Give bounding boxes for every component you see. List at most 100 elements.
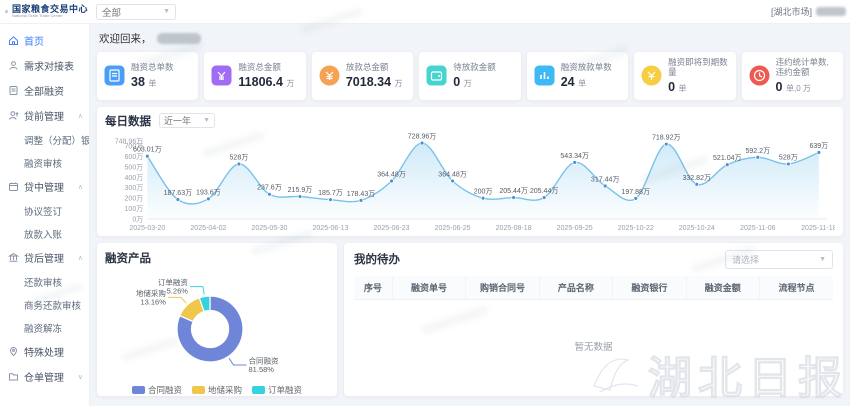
svg-text:2025-06-25: 2025-06-25 <box>435 225 471 232</box>
sidebar-item-2[interactable]: 全部融资 <box>0 78 89 103</box>
donut-legend: 合同融资 地储采购 订单融资 <box>105 384 329 396</box>
stat-card-2: 放款总金额 7018.34 万 <box>311 52 414 100</box>
main-content: 欢迎回来， 融资总单数 38 单 融资总金额 11806.4 万 放款总金额 7018.3… <box>90 24 850 406</box>
clock-icon <box>749 65 770 86</box>
coin-icon <box>319 65 340 86</box>
stat-card-6: 违约统计单数,违约金额 0 单,0 万 <box>741 52 843 100</box>
sidebar-item-7[interactable]: 仓单管理 ∨ <box>0 364 89 389</box>
stat-card-label: 违约统计单数,违约金额 <box>775 57 829 77</box>
legend-label: 订单融资 <box>268 384 303 395</box>
grain-logo-icon <box>5 10 8 13</box>
chevron-down-icon: ▼ <box>203 117 210 125</box>
sidebar-subitem[interactable]: 融资解冻 <box>24 323 63 335</box>
sidebar-subitem[interactable]: 融资审核 <box>24 158 63 170</box>
folder-icon <box>8 371 19 382</box>
svg-text:100万: 100万 <box>125 205 144 213</box>
svg-text:0万: 0万 <box>132 215 143 223</box>
stat-card-value: 24 单 <box>560 74 587 89</box>
svg-text:2025-11-18: 2025-11-18 <box>801 225 835 232</box>
financing-products-panel: 融资产品 合同融资 81.58% 地储采购 13.16% 订单融资 5.26% 合同融资地… <box>97 242 337 396</box>
sidebar-item-3[interactable]: 贷前管理 ∧ <box>0 103 89 128</box>
svg-text:521.04万: 521.04万 <box>713 154 742 162</box>
stat-card-label: 待放款金额 <box>453 61 496 72</box>
todo-filter-placeholder: 请选择 <box>732 254 760 265</box>
daily-data-panel: 每日数据 近一年 ▼ 0万 100万 200万 300万 400万 500万 600万 700… <box>97 106 843 236</box>
chevron-up-icon: ∧ <box>77 254 83 262</box>
svg-text:197.88万: 197.88万 <box>621 187 650 195</box>
svg-text:178.43万: 178.43万 <box>347 189 376 197</box>
todo-column-header-3: 产品名称 <box>539 275 614 301</box>
sidebar-item-0[interactable]: 首页 <box>0 28 89 53</box>
svg-text:2025-10-22: 2025-10-22 <box>618 225 654 232</box>
empty-state-text: 暂无数据 <box>574 341 613 353</box>
svg-text:200万: 200万 <box>125 194 144 202</box>
todo-column-header-1: 融资单号 <box>392 275 467 301</box>
stat-card-label: 融资总金额 <box>238 61 281 72</box>
document-icon <box>8 85 19 96</box>
welcome-bar: 欢迎回来， <box>99 31 843 46</box>
svg-text:500万: 500万 <box>125 163 144 171</box>
app-logo: 国家粮食交易中心 National Grain Trade Center <box>0 3 88 20</box>
sidebar-subitem[interactable]: 还款审核 <box>24 277 63 289</box>
svg-text:193.6万: 193.6万 <box>196 188 221 196</box>
money-icon <box>211 65 232 86</box>
app-title: 国家粮食交易中心 <box>11 3 88 14</box>
todo-column-header-5: 融资金额 <box>686 275 761 301</box>
svg-text:364.48万: 364.48万 <box>438 170 467 178</box>
home-icon <box>8 35 19 46</box>
app-subtitle: National Grain Trade Center <box>11 13 63 18</box>
svg-text:地储采购: 地储采购 <box>136 287 166 297</box>
chevron-up-icon: ∧ <box>77 183 83 191</box>
sidebar-subitem[interactable]: 调整（分配）银行 <box>24 135 89 147</box>
svg-text:2025-08-18: 2025-08-18 <box>496 225 532 232</box>
legend-swatch <box>191 385 205 394</box>
svg-text:2025-04-02: 2025-04-02 <box>190 225 226 232</box>
stat-card-0: 融资总单数 38 单 <box>97 52 199 100</box>
sidebar-item-1[interactable]: 需求对接表 <box>0 53 89 78</box>
sidebar-subitem[interactable]: 放款入账 <box>24 229 63 241</box>
legend-item-2[interactable]: 订单融资 <box>252 384 302 396</box>
stat-card-label: 融资总单数 <box>131 61 174 72</box>
todo-column-header-6: 流程节点 <box>759 275 833 301</box>
sidebar-item-label: 需求对接表 <box>24 62 74 73</box>
sidebar-item-label: 贷前管理 <box>24 112 64 123</box>
person-up-icon <box>8 110 19 121</box>
daily-data-title: 每日数据 <box>105 115 151 128</box>
document-icon <box>104 65 125 86</box>
sidebar-item-6[interactable]: 特殊处理 <box>0 339 89 364</box>
svg-text:205.44万: 205.44万 <box>530 187 559 195</box>
redacted-username[interactable] <box>816 7 846 16</box>
todo-filter-select[interactable]: 请选择 ▼ <box>725 249 833 269</box>
svg-text:215.9万: 215.9万 <box>288 186 313 194</box>
svg-text:600万: 600万 <box>125 153 144 161</box>
svg-text:205.44万: 205.44万 <box>499 187 528 195</box>
chart-icon <box>534 65 555 86</box>
legend-item-0[interactable]: 合同融资 <box>131 384 182 396</box>
daily-line-chart[interactable]: 0万 100万 200万 300万 400万 500万 600万 700万748.96万603… <box>105 129 835 233</box>
svg-text:5.26%: 5.26% <box>167 286 189 295</box>
chevron-down-icon: ∨ <box>77 373 83 381</box>
svg-text:2025-06-13: 2025-06-13 <box>312 225 348 232</box>
svg-text:332.82万: 332.82万 <box>682 173 711 181</box>
market-filter-select[interactable]: 全部 ▼ <box>96 3 176 20</box>
sidebar-subitem[interactable]: 协议签订 <box>24 206 63 218</box>
bulb-icon <box>641 65 662 86</box>
svg-text:528万: 528万 <box>230 153 249 161</box>
svg-text:364.48万: 364.48万 <box>377 170 406 178</box>
stat-card-1: 融资总金额 11806.4 万 <box>204 52 306 100</box>
svg-text:2025-09-25: 2025-09-25 <box>557 225 593 232</box>
sidebar-item-label: 首页 <box>24 37 44 48</box>
todo-title: 我的待办 <box>354 254 400 267</box>
sidebar-subitem[interactable]: 商务还款审核 <box>24 300 82 312</box>
todo-table: 序号 融资单号 购销合同号 产品名称 融资银行 融资金额 流程节点 <box>354 275 833 301</box>
svg-text:639万: 639万 <box>809 142 828 150</box>
sidebar-item-4[interactable]: 贷中管理 ∧ <box>0 174 89 199</box>
date-range-select[interactable]: 近一年 ▼ <box>159 113 215 129</box>
sidebar-item-5[interactable]: 贷后管理 ∧ <box>0 245 89 270</box>
svg-text:2025-05-30: 2025-05-30 <box>251 225 287 232</box>
user-icon <box>8 60 19 71</box>
legend-item-1[interactable]: 地储采购 <box>191 384 242 396</box>
svg-text:185.7万: 185.7万 <box>318 189 343 197</box>
